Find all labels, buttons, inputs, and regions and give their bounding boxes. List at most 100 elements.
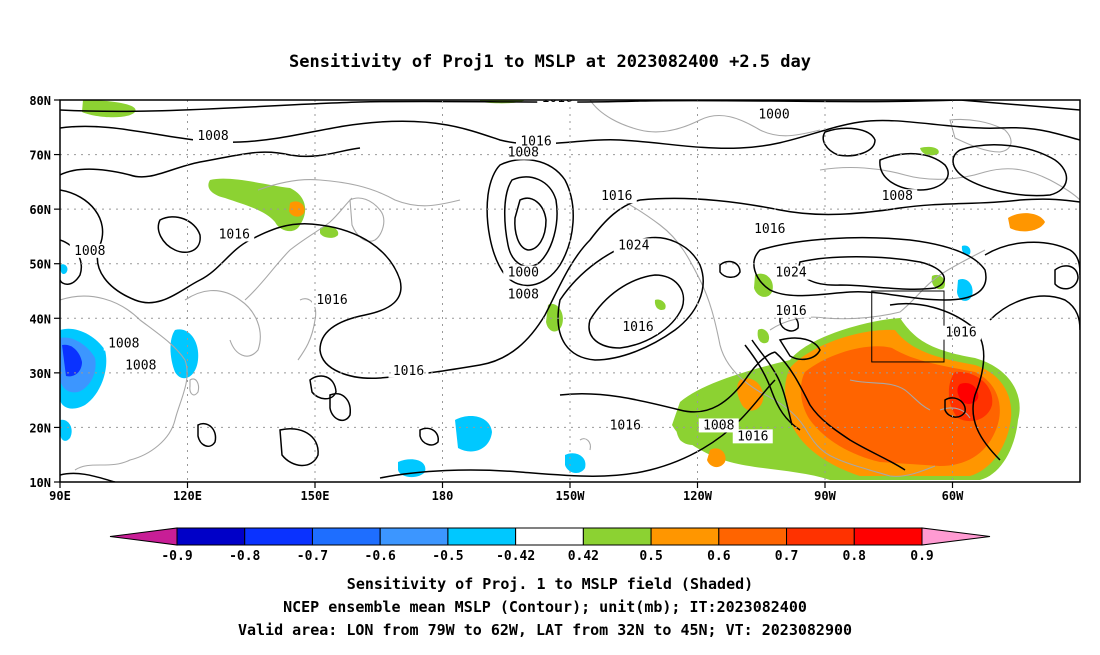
mslp-contour [559,351,776,413]
mslp-contour [753,236,987,301]
contour-label-bg [698,418,739,433]
coastline [849,379,931,411]
contour-label: 1016 [775,304,806,319]
lat-tick-label: 20N [29,421,51,435]
mslp-contour [719,260,741,278]
mslp-contour [309,375,337,400]
contour-label: 1000 [508,266,539,281]
mslp-contour [588,274,685,349]
contour-label-bg [537,100,578,105]
contour-label: 1008 [108,337,139,352]
colorbar-high-arrow [921,527,991,546]
negative-sensitivity-area [455,416,492,452]
coastline [184,290,261,357]
contour-label-bg [503,287,544,302]
footer-line-1: Sensitivity of Proj. 1 to MSLP field (Sh… [347,575,753,593]
colorbar-segment [311,527,381,546]
mslp-contour [60,472,116,482]
mslp-contour [639,197,1080,216]
contour-label: 1016 [945,326,976,341]
colorbar-label: -0.6 [365,549,396,564]
coastline [589,100,821,137]
colorbar-low-arrow [109,527,178,546]
contour-label-bg [503,145,544,160]
colorbar-segment [650,527,720,546]
mslp-contour [60,100,1080,113]
footer-line-3: Valid area: LON from 79W to 62W, LAT fro… [238,621,852,639]
lon-tick-label: 150W [556,489,586,503]
mslp-contour [778,337,821,361]
contour-label-bg [193,129,233,144]
contour-label: 1016 [622,320,653,335]
contour-label: 1008 [74,244,105,259]
positive-sensitivity-area [289,201,305,217]
negative-sensitivity-area [62,344,82,377]
colorbar-segment [515,527,584,546]
colorbar-label: 0.42 [568,549,599,564]
mslp-contour [319,199,641,379]
graticule [60,100,1080,482]
mslp-contour [798,256,946,290]
contour-label-bg [613,238,654,253]
figure-title: Sensitivity of Proj1 to MSLP at 20230824… [289,52,811,72]
colorbar: -0.9 -0.8 -0.7 -0.6 -0.5 -0.42 0.42 0.5 0.6 0.7 0.… [109,527,991,564]
mslp-contour [419,427,439,446]
mslp-contour [157,216,201,254]
contour-label-bg [605,418,646,433]
colorbar-segment [718,527,788,546]
lat-tick-label: 60N [29,203,51,217]
colorbar-label: 0.9 [910,549,933,564]
coastline [189,378,200,396]
positive-sensitivity-area [957,382,979,404]
contour-label: 1016 [219,227,250,242]
colorbar-label: -0.5 [432,549,463,564]
negative-sensitivity-area [957,278,973,301]
contour-label-bg [618,320,658,335]
mslp-contour [279,428,319,467]
contour-label-bg [771,265,811,280]
lon-tick-label: 60W [942,489,964,503]
contour-label: 1016 [542,91,573,106]
colorbar-label: 0.8 [843,549,867,564]
lat-tick-label: 80N [29,94,51,108]
mslp-contour [329,393,351,422]
contour-label: 1024 [618,238,649,253]
contour-label-bg [388,363,429,378]
contour-label: 1016 [737,429,768,444]
contour-label-bg [596,189,637,204]
contour-label-bg [312,292,352,307]
lat-tick-label: 40N [29,312,51,326]
contour-label-bg [516,134,556,149]
mslp-contour [1054,265,1079,290]
colorbar-label: 0.5 [639,549,662,564]
colorbar-label: -0.9 [161,549,192,564]
mslp-contours [60,100,1080,482]
contour-label-bg [877,189,918,204]
colorbar-segment [176,527,246,546]
mslp-contour [879,152,949,191]
mslp-contour [989,295,1080,331]
coastline [599,189,836,459]
mslp-contour [486,158,574,287]
contour-label: 1024 [775,266,806,281]
contour-label: 1008 [508,146,539,161]
lat-tick-label: 50N [29,258,51,272]
lon-tick-label: 120E [173,489,202,503]
positive-sensitivity-area [208,178,306,232]
positive-sensitivity-area [654,299,666,310]
positive-sensitivity-area [82,100,136,118]
lon-tick-label: 150E [301,489,330,503]
colorbar-segment [447,527,517,546]
colorbar-segment [853,527,923,546]
contour-label-bg [771,303,811,318]
footer-line-2: NCEP ensemble mean MSLP (Contour); unit(… [283,598,807,616]
colorbar-label: -0.7 [297,549,328,564]
mslp-contour [60,119,1080,150]
colorbar-segment [582,527,652,546]
mslp-contour [379,379,776,479]
mslp-contour [514,197,547,251]
contour-label: 1016 [610,418,641,433]
